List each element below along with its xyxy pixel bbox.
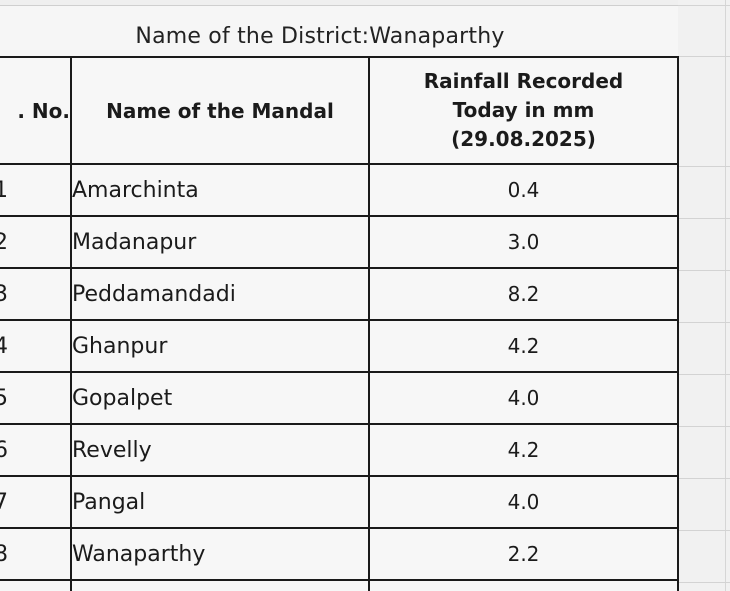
cut-off-top-row	[0, 0, 678, 6]
cell-mandal[interactable]: Pangal	[70, 475, 370, 529]
cell-rainfall[interactable]: 4.2	[368, 423, 679, 477]
header-mandal[interactable]: Name of the Mandal	[70, 56, 370, 165]
cell-rainfall[interactable]: 2.2	[368, 527, 679, 581]
table-row: 5 Gopalpet 4.0	[0, 371, 679, 425]
table-row: 2 Madanapur 3.0	[0, 215, 679, 269]
grid-row-line	[678, 426, 730, 427]
cell-rainfall[interactable]: 4.0	[368, 371, 679, 425]
rainfall-table: . No. Name of the Mandal Rainfall Record…	[0, 56, 679, 591]
cell-sl-no[interactable]: 4	[0, 319, 72, 373]
grid-row-line	[678, 5, 730, 6]
grid-row-line	[678, 478, 730, 479]
cell-mandal[interactable]: Peddamandadi	[70, 267, 370, 321]
table-header-row: . No. Name of the Mandal Rainfall Record…	[0, 56, 679, 165]
table-row: 4 Ghanpur 4.2	[0, 319, 679, 373]
header-rainfall[interactable]: Rainfall Recorded Today in mm (29.08.202…	[368, 56, 679, 165]
cell-sl-no[interactable]: 2	[0, 215, 72, 269]
header-rainfall-line1: Rainfall Recorded	[423, 69, 624, 93]
table-row: 1 Amarchinta 0.4	[0, 163, 679, 217]
grid-row-line	[678, 530, 730, 531]
cell-sl-no[interactable]: 5	[0, 371, 72, 425]
empty-grid-column	[678, 0, 730, 591]
cell-rainfall[interactable]: 4.0	[368, 475, 679, 529]
header-rainfall-line3: (29.08.2025)	[451, 127, 596, 151]
cell-sl-no[interactable]: 6	[0, 423, 72, 477]
table-row: 6 Revelly 4.2	[0, 423, 679, 477]
cell-rainfall[interactable]: 8.2	[368, 267, 679, 321]
cell-rainfall[interactable]: 3.0	[368, 215, 679, 269]
cell-mandal[interactable]: Madanapur	[70, 215, 370, 269]
table-row-cut-off	[0, 579, 679, 591]
cell-rainfall[interactable]: 4.2	[368, 319, 679, 373]
grid-row-line	[678, 270, 730, 271]
cell-sl-no[interactable]: 7	[0, 475, 72, 529]
cell-sl-no[interactable]	[0, 579, 72, 591]
grid-column-divider	[725, 0, 726, 591]
table-row: 3 Peddamandadi 8.2	[0, 267, 679, 321]
table-row: 7 Pangal 4.0	[0, 475, 679, 529]
header-sl-no[interactable]: . No.	[0, 56, 72, 165]
table-row: 8 Wanaparthy 2.2	[0, 527, 679, 581]
cell-mandal[interactable]: Ghanpur	[70, 319, 370, 373]
district-title: Name of the District:Wanaparthy	[135, 24, 505, 49]
cell-sl-no[interactable]: 8	[0, 527, 72, 581]
grid-row-line	[678, 166, 730, 167]
grid-row-line	[678, 374, 730, 375]
grid-row-line	[678, 322, 730, 323]
cell-rainfall[interactable]	[368, 579, 679, 591]
header-rainfall-line2: Today in mm	[452, 98, 595, 122]
cell-sl-no[interactable]: 3	[0, 267, 72, 321]
cell-rainfall[interactable]: 0.4	[368, 163, 679, 217]
cell-mandal[interactable]: Revelly	[70, 423, 370, 477]
cell-sl-no[interactable]: 1	[0, 163, 72, 217]
grid-row-line	[678, 218, 730, 219]
grid-row-line	[678, 56, 730, 57]
cell-mandal[interactable]: Amarchinta	[70, 163, 370, 217]
cell-mandal[interactable]: Gopalpet	[70, 371, 370, 425]
cell-mandal[interactable]: Wanaparthy	[70, 527, 370, 581]
cell-mandal[interactable]	[70, 579, 370, 591]
grid-row-line	[678, 582, 730, 583]
